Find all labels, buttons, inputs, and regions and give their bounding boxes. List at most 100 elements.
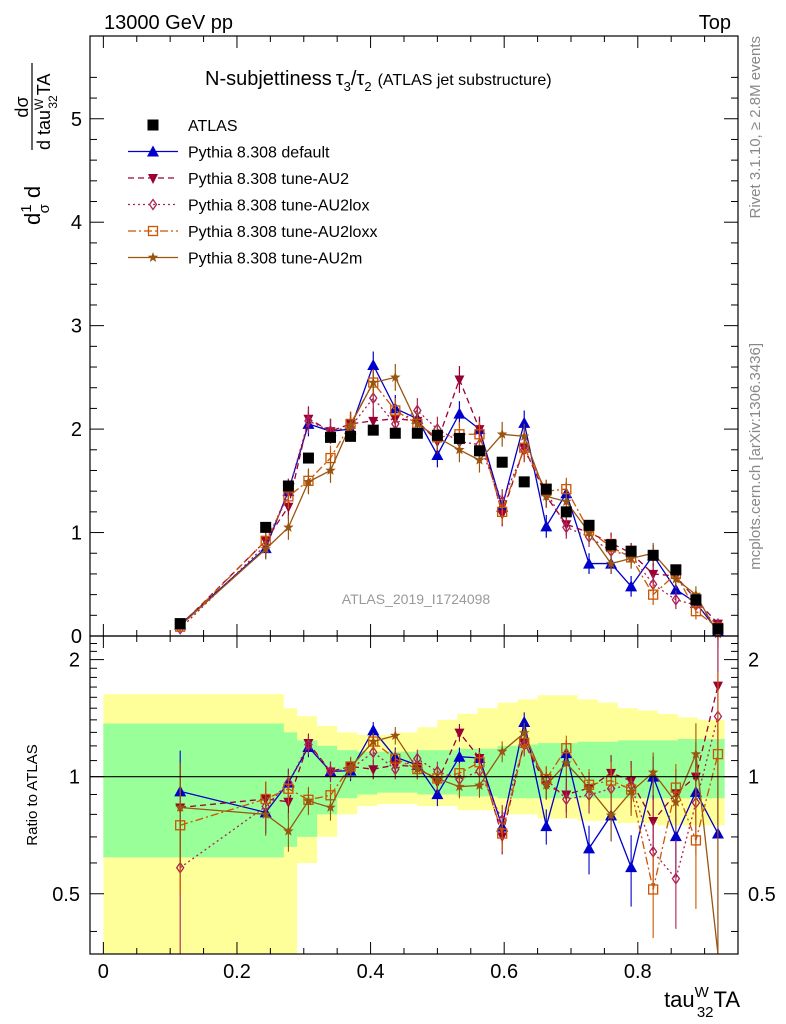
y-tick-label: 4 [71,212,82,234]
ratio-tick-label-left: 2 [69,650,80,672]
point-atlas [345,430,357,442]
point-pythia-8-308-tune-au2lox [671,593,681,606]
point-pythia-8-308-tune-au2 [454,375,465,386]
ratio-point-pythia-8-308-default [625,861,638,873]
svg-text:dσ: dσ [12,96,32,117]
point-pythia-8-308-tune-au2m [583,527,595,537]
ratio-point-pythia-8-308-tune-au2 [368,765,379,776]
ratio-tick-label-left: 1 [69,767,80,789]
point-pythia-8-308-tune-au2lox [368,391,378,405]
point-pythia-8-308-default [367,358,380,370]
ratio-uncertainty-bands [103,694,725,954]
point-atlas [473,445,485,457]
point-pythia-8-308-tune-au2loxx [690,606,702,617]
svg-text:d tauW32TA: d tauW32TA [32,74,60,150]
ratio-point-pythia-8-308-tune-au2m [519,727,530,738]
point-atlas [282,480,294,492]
point-atlas [324,431,336,443]
point-atlas [560,506,572,518]
title-suffix: (ATLAS jet substructure) [378,72,552,89]
series-line-pythia-8-308-tune-au2 [179,377,719,627]
title-tau-b: τ [356,68,364,90]
point-pythia-8-308-tune-au2m [303,476,314,487]
ratio-point-pythia-8-308-default [583,842,596,854]
ratio-point-pythia-8-308-tune-au2 [454,728,465,739]
point-atlas [367,424,379,436]
ratio-point-pythia-8-308-tune-au2loxx [390,753,401,764]
header-left-label: 13000 GeV pp [104,12,233,34]
point-pythia-8-308-tune-au2 [368,416,379,427]
legend-label-pythia-8-308-default: Pythia 8.308 default [188,145,330,162]
ratio-point-pythia-8-308-default [540,820,553,832]
header-right-label: Top [699,12,731,34]
main-panel-series [174,351,724,640]
ratio-point-pythia-8-308-tune-au2m [260,808,271,819]
side-label-mcplots: mcplots.cern.ch [arXiv:1306.3436] [747,343,764,570]
point-atlas [605,539,617,551]
ratio-point-pythia-8-308-tune-au2loxx [474,757,485,768]
ratio-point-pythia-8-308-tune-au2m [496,746,508,756]
point-pythia-8-308-tune-au2m [496,428,508,439]
point-pythia-8-308-tune-au2m [474,454,485,465]
legend: ATLAS Pythia 8.308 default Pythia 8.308 tu… [128,118,377,268]
y-tick-label: 2 [71,419,82,441]
legend-label-pythia-8-308-tune-au2loxx: Pythia 8.308 tune-AU2loxx [188,224,377,241]
legend-label-pythia-8-308-tune-au2lox: Pythia 8.308 tune-AU2lox [188,198,369,215]
point-pythia-8-308-default [431,448,444,460]
point-pythia-8-308-tune-au2m [690,589,702,600]
x-tick-label: 0.4 [357,961,385,983]
ratio-point-pythia-8-308-tune-au2m [412,763,423,774]
svg-text:d1σd: d1σd [18,186,53,225]
point-pythia-8-308-tune-au2loxx [474,429,485,440]
ratio-point-pythia-8-308-tune-au2m [474,779,485,790]
point-pythia-8-308-tune-au2m [605,558,617,569]
point-atlas [540,483,552,495]
ratio-point-pythia-8-308-default [453,750,466,762]
ratio-point-pythia-8-308-tune-au2m [283,825,294,836]
legend-label-pythia-8-308-tune-au2m: Pythia 8.308 tune-AU2m [188,251,362,268]
legend-label-atlas: ATLAS [188,118,238,135]
ratio-point-pythia-8-308-tune-au2m [325,801,336,812]
ratio-point-pythia-8-308-tune-au2m [390,730,401,741]
point-atlas [583,519,595,531]
point-pythia-8-308-tune-au2loxx [283,491,294,502]
title-slash: / [351,68,357,90]
ratio-point-pythia-8-308-tune-au2m [690,748,702,759]
legend-marker-pythia-8-308-tune-au2lox [148,198,158,211]
legend-marker-pythia-8-308-tune-au2 [148,174,158,184]
ratio-point-pythia-8-308-tune-au2m [605,809,617,820]
ratio-point-pythia-8-308-tune-au2m [647,766,659,777]
ratio-point-pythia-8-308-tune-au2loxx [712,748,724,760]
point-pythia-8-308-default [625,580,638,592]
ratio-point-pythia-8-308-tune-au2m [303,795,314,806]
point-pythia-8-308-tune-au2m [561,496,572,506]
point-pythia-8-308-tune-au2m [519,430,530,441]
title-main: N-subjettiness [205,68,332,90]
ratio-point-pythia-8-308-tune-au2m [368,736,379,747]
point-pythia-8-308-default [669,583,682,595]
y-tick-label: 3 [71,316,82,338]
ratio-point-pythia-8-308-tune-au2m [625,786,637,797]
point-pythia-8-308-default [453,407,466,419]
point-atlas [518,476,530,488]
point-pythia-8-308-tune-au2m [283,521,294,532]
ratio-point-pythia-8-308-tune-au2lox [368,746,378,759]
point-atlas [431,429,443,441]
y-tick-label: 5 [71,109,82,131]
y-axis-label: d1σd dσ d tauW32TA [12,63,60,225]
series-line-pythia-8-308-tune-au2loxx [179,381,719,629]
point-pythia-8-308-tune-au2m [541,490,552,501]
ratio-panel-frame [89,635,739,955]
ratio-tick-label-left: 0.5 [52,884,80,906]
point-pythia-8-308-default [583,557,596,569]
chart-title: N-subjettiness τ3/τ2 (ATLAS jet substructu… [205,68,552,94]
ratio-point-pythia-8-308-default [669,830,682,842]
point-atlas [389,427,401,439]
legend-marker-pythia-8-308-tune-au2m [147,252,159,262]
analysis-id-label: ATLAS_2019_I1724098 [342,591,491,607]
ratio-point-pythia-8-308-tune-au2m [583,782,595,793]
ratio-point-pythia-8-308-tune-au2m [541,779,552,790]
ratio-point-pythia-8-308-default [431,788,444,800]
